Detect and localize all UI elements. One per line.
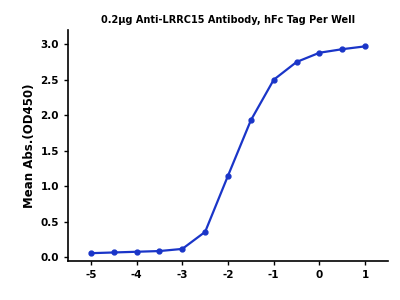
Title: 0.2μg Anti-LRRC15 Antibody, hFc Tag Per Well: 0.2μg Anti-LRRC15 Antibody, hFc Tag Per … [101, 15, 355, 25]
Y-axis label: Mean Abs.(OD450): Mean Abs.(OD450) [23, 83, 36, 208]
